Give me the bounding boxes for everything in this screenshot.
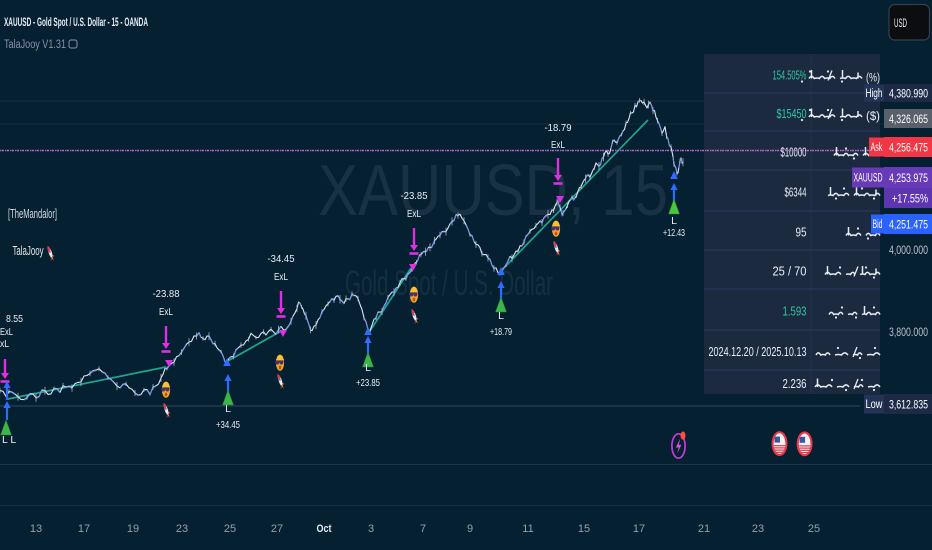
svg-text:Bid: Bid xyxy=(873,219,883,231)
svg-text:4,256.475: 4,256.475 xyxy=(889,140,928,154)
svg-text:1.593: 1.593 xyxy=(783,305,807,319)
svg-text:TalaJooy V1.31: TalaJooy V1.31 xyxy=(4,39,66,51)
svg-text:XAUUSD - Gold Spot / U.S. Doll: XAUUSD - Gold Spot / U.S. Dollar - 15 - … xyxy=(4,15,148,29)
svg-text:4,251.475: 4,251.475 xyxy=(889,217,928,231)
svg-text:ExL: ExL xyxy=(159,306,173,318)
svg-text:$10000: $10000 xyxy=(781,146,807,160)
svg-text:7: 7 xyxy=(420,523,426,535)
svg-text:4,000.000: 4,000.000 xyxy=(889,243,928,257)
svg-text:-34.45: -34.45 xyxy=(268,253,295,265)
svg-text:21: 21 xyxy=(698,523,710,535)
svg-text:[TheMandalor]: [TheMandalor] xyxy=(8,207,57,221)
svg-text:L: L xyxy=(225,403,231,415)
svg-text:L L: L L xyxy=(2,434,16,446)
svg-text:17: 17 xyxy=(633,523,645,535)
svg-text:25: 25 xyxy=(808,523,820,535)
svg-text:154.505%: 154.505% xyxy=(773,69,807,83)
svg-text:23: 23 xyxy=(176,523,188,535)
svg-text:-18.79: -18.79 xyxy=(545,122,572,134)
svg-text:TalaJooy: TalaJooy xyxy=(13,244,44,258)
svg-text:Oct: Oct xyxy=(317,523,332,535)
svg-text:3,612.835: 3,612.835 xyxy=(889,397,928,411)
svg-text:ExL: ExL xyxy=(274,271,288,283)
svg-text:13: 13 xyxy=(30,523,42,535)
svg-text:+23.85: +23.85 xyxy=(356,377,380,389)
svg-text:L: L xyxy=(365,362,371,374)
svg-text:19: 19 xyxy=(127,523,139,535)
svg-text:($): ($) xyxy=(866,111,880,123)
svg-text:+12.43: +12.43 xyxy=(663,227,685,239)
svg-text:(%): (%) xyxy=(866,73,880,85)
svg-text:ExL: ExL xyxy=(551,139,565,151)
svg-text:$15450: $15450 xyxy=(777,107,807,121)
svg-text:15: 15 xyxy=(578,523,590,535)
svg-text:xL: xL xyxy=(0,338,9,350)
svg-text:4,253.975: 4,253.975 xyxy=(889,171,928,185)
svg-text:-23.88: -23.88 xyxy=(153,288,180,300)
svg-text:25: 25 xyxy=(224,523,236,535)
svg-text:XAUUSD: XAUUSD xyxy=(854,173,883,185)
svg-text:L: L xyxy=(498,310,504,322)
svg-text:+17.55%: +17.55% xyxy=(892,191,928,205)
svg-text:4,326.065: 4,326.065 xyxy=(889,112,928,126)
svg-text:ExL: ExL xyxy=(0,326,13,338)
svg-text:-23.85: -23.85 xyxy=(401,190,428,202)
svg-text:3,800.000: 3,800.000 xyxy=(889,325,928,339)
svg-text:Ask: Ask xyxy=(871,142,883,154)
svg-text:USD: USD xyxy=(894,18,907,30)
svg-text:23: 23 xyxy=(752,523,764,535)
svg-text:27: 27 xyxy=(271,523,283,535)
svg-text:+18.79: +18.79 xyxy=(490,326,512,338)
svg-text:95: 95 xyxy=(796,226,807,240)
svg-text:$6344: $6344 xyxy=(785,186,807,200)
svg-text:High: High xyxy=(866,88,883,100)
svg-text:25 / 70: 25 / 70 xyxy=(773,265,807,279)
svg-text:11: 11 xyxy=(522,523,533,535)
svg-text:Low: Low xyxy=(866,399,884,411)
svg-text:XAUUSD, 15: XAUUSD, 15 xyxy=(318,151,668,231)
svg-text:8.55: 8.55 xyxy=(6,313,23,325)
svg-text:+34.45: +34.45 xyxy=(216,419,240,431)
svg-text:4,380.990: 4,380.990 xyxy=(889,86,928,100)
svg-text:ExL: ExL xyxy=(407,208,421,220)
svg-text:17: 17 xyxy=(78,523,90,535)
svg-text:2.236: 2.236 xyxy=(783,377,807,391)
svg-text:2024.12.20 / 2025.10.13: 2024.12.20 / 2025.10.13 xyxy=(709,345,807,359)
svg-text:9: 9 xyxy=(467,523,473,535)
svg-text:Gold Spot / U.S. Dollar: Gold Spot / U.S. Dollar xyxy=(345,264,553,303)
svg-text:L: L xyxy=(671,215,677,227)
svg-text:3: 3 xyxy=(368,523,374,535)
